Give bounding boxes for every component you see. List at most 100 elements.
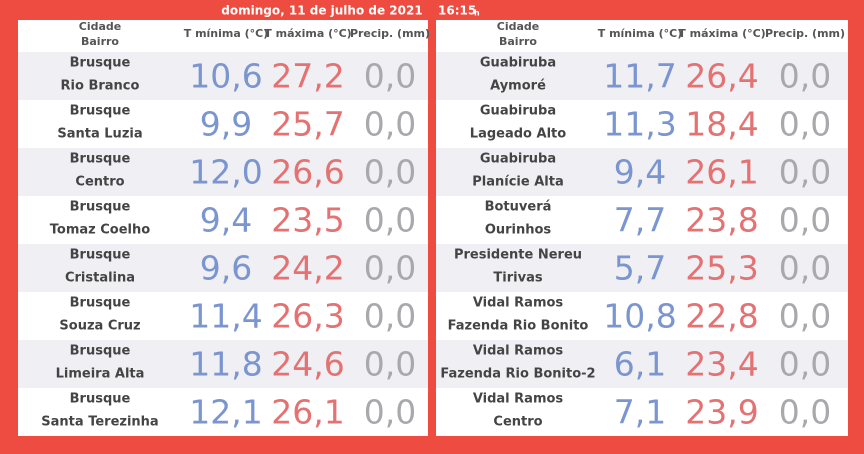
- column-header: T máxima (°C): [678, 27, 765, 40]
- t-max: 23,9: [685, 393, 758, 432]
- row-bg: [436, 196, 848, 244]
- t-min: 10,6: [189, 57, 262, 96]
- t-min: 9,4: [614, 153, 666, 192]
- precip: 0,0: [364, 105, 416, 144]
- city: Vidal Ramos: [473, 296, 564, 311]
- row-bg: [18, 244, 428, 292]
- time-unit: h: [474, 9, 480, 18]
- precip: 0,0: [364, 201, 416, 240]
- district: Fazenda Rio Bonito-2: [440, 367, 595, 382]
- row-bg: [436, 244, 848, 292]
- district: Souza Cruz: [59, 319, 140, 334]
- row-bg: [18, 340, 428, 388]
- column-header: T máxima (°C): [264, 27, 351, 40]
- row-bg: [436, 388, 848, 436]
- precip: 0,0: [364, 249, 416, 288]
- column-header: Cidade: [497, 20, 539, 33]
- precip: 0,0: [364, 345, 416, 384]
- district: Planície Alta: [472, 175, 563, 190]
- t-min: 11,3: [603, 105, 676, 144]
- district: Limeira Alta: [56, 367, 145, 382]
- district: Fazenda Rio Bonito: [448, 319, 589, 334]
- t-min: 11,4: [189, 297, 262, 336]
- city: Brusque: [70, 344, 131, 359]
- column-header: Precip. (mm): [765, 27, 845, 40]
- column-header: T mínima (°C): [184, 27, 269, 40]
- district: Lageado Alto: [470, 127, 566, 142]
- district: Santa Terezinha: [41, 415, 158, 430]
- t-max: 22,8: [685, 297, 758, 336]
- t-min: 5,7: [614, 249, 666, 288]
- precip: 0,0: [779, 153, 831, 192]
- t-max: 26,1: [271, 393, 344, 432]
- city: Brusque: [70, 200, 131, 215]
- city: Vidal Ramos: [473, 392, 564, 407]
- t-min: 7,7: [614, 201, 666, 240]
- t-min: 9,9: [200, 105, 252, 144]
- t-min: 6,1: [614, 345, 666, 384]
- t-max: 23,4: [685, 345, 758, 384]
- precip: 0,0: [364, 153, 416, 192]
- district: Centro: [75, 175, 124, 190]
- city: Guabiruba: [480, 104, 556, 119]
- t-max: 25,7: [271, 105, 344, 144]
- city: Botuverá: [485, 200, 552, 215]
- t-max: 26,6: [271, 153, 344, 192]
- t-max: 26,3: [271, 297, 344, 336]
- t-max: 25,3: [685, 249, 758, 288]
- row-bg: [18, 196, 428, 244]
- row-bg: [18, 100, 428, 148]
- t-max: 24,6: [271, 345, 344, 384]
- column-header: T mínima (°C): [598, 27, 683, 40]
- t-min: 12,0: [189, 153, 262, 192]
- district: Rio Branco: [61, 79, 140, 94]
- city: Guabiruba: [480, 152, 556, 167]
- district: Cristalina: [65, 271, 135, 286]
- district: Santa Luzia: [57, 127, 142, 142]
- precip: 0,0: [364, 297, 416, 336]
- district: Aymoré: [490, 79, 546, 94]
- precip: 0,0: [779, 345, 831, 384]
- row-bg: [436, 292, 848, 340]
- city: Brusque: [70, 104, 131, 119]
- city: Guabiruba: [480, 56, 556, 71]
- city: Brusque: [70, 56, 131, 71]
- city: Brusque: [70, 296, 131, 311]
- row-bg: [18, 292, 428, 340]
- precip: 0,0: [779, 393, 831, 432]
- precip: 0,0: [364, 393, 416, 432]
- t-max: 26,4: [685, 57, 758, 96]
- district: Centro: [493, 415, 542, 430]
- t-min: 9,6: [200, 249, 252, 288]
- t-max: 23,8: [685, 201, 758, 240]
- date: domingo, 11 de julho de 2021: [221, 4, 422, 18]
- row-bg: [436, 100, 848, 148]
- precip: 0,0: [779, 201, 831, 240]
- row-bg: [18, 52, 428, 100]
- column-header: Cidade: [79, 20, 121, 33]
- t-max: 18,4: [685, 105, 758, 144]
- t-min: 11,8: [189, 345, 262, 384]
- row-bg: [436, 148, 848, 196]
- t-max: 27,2: [271, 57, 344, 96]
- city: Vidal Ramos: [473, 344, 564, 359]
- district: Tirivas: [493, 271, 542, 286]
- city: Brusque: [70, 248, 131, 263]
- precip: 0,0: [779, 105, 831, 144]
- precip: 0,0: [779, 297, 831, 336]
- time: 16:15: [438, 4, 476, 18]
- column-header: Bairro: [81, 35, 119, 48]
- city: Brusque: [70, 392, 131, 407]
- row-bg: [436, 52, 848, 100]
- t-min: 10,8: [603, 297, 676, 336]
- city: Presidente Nereu: [454, 248, 582, 263]
- district: Tomaz Coelho: [50, 223, 150, 238]
- t-min: 11,7: [603, 57, 676, 96]
- t-max: 23,5: [271, 201, 344, 240]
- row-bg: [436, 340, 848, 388]
- precip: 0,0: [779, 57, 831, 96]
- city: Brusque: [70, 152, 131, 167]
- precip: 0,0: [364, 57, 416, 96]
- row-bg: [18, 388, 428, 436]
